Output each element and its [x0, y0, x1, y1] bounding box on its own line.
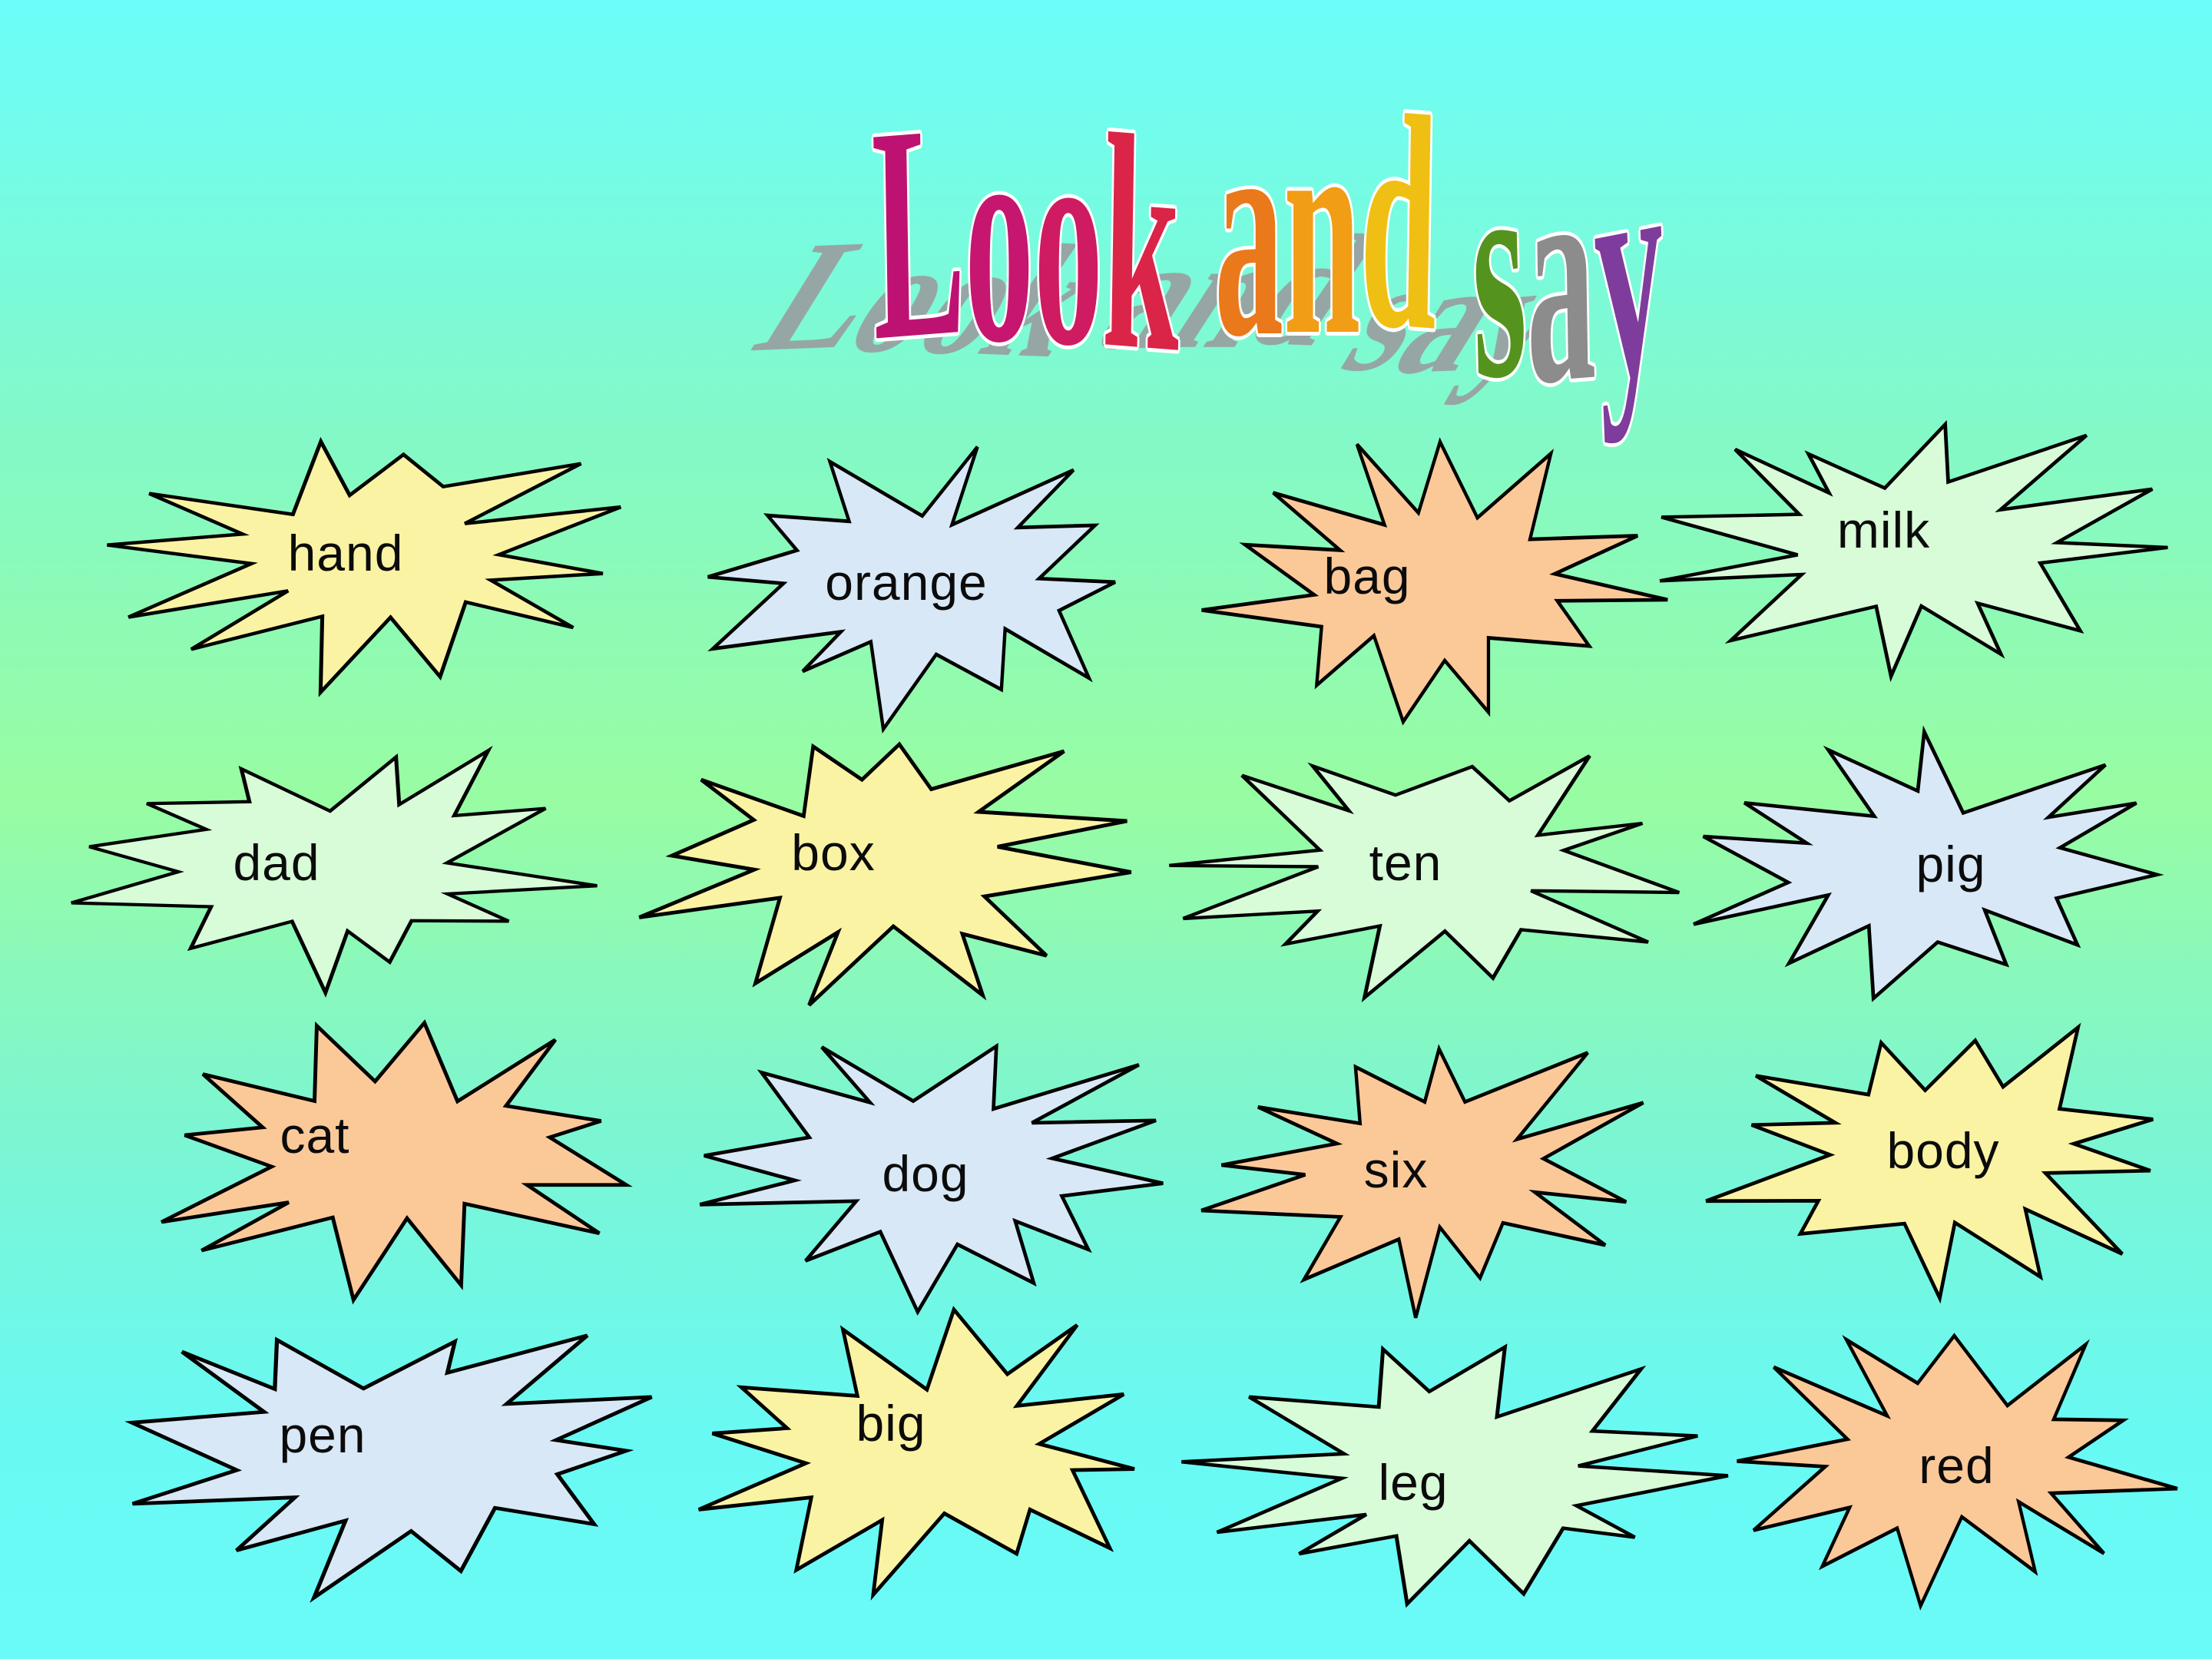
title-letter: k: [1100, 71, 1183, 417]
starburst-shape: [1181, 1343, 1729, 1608]
title-letter: n: [1283, 58, 1361, 399]
word-label: ten: [1369, 833, 1442, 891]
word-label: bag: [1323, 548, 1411, 604]
title-letter: [1437, 68, 1472, 375]
word-label: six: [1363, 1141, 1429, 1198]
starburst-shape: [1737, 1333, 2178, 1611]
word-card-pen[interactable]: pen: [96, 1298, 695, 1603]
slide-title: Look and say: [870, 49, 1671, 449]
starburst-shape: [1169, 754, 1681, 1003]
word-label: box: [791, 824, 876, 881]
word-card-body[interactable]: body: [1678, 1006, 2208, 1304]
title-letter: o: [1034, 69, 1104, 409]
title-letter: a: [1522, 103, 1598, 449]
starburst-shape: [1201, 437, 1668, 726]
starburst-shape: [1659, 419, 2168, 683]
word-card-milk[interactable]: milk: [1640, 403, 2181, 684]
title-letter: L: [869, 58, 968, 406]
word-card-big[interactable]: big: [661, 1298, 1206, 1601]
word-card-pig[interactable]: pig: [1655, 722, 2193, 1006]
word-card-box[interactable]: box: [611, 710, 1156, 1018]
word-card-bag[interactable]: bag: [1187, 426, 1678, 726]
title-letter: y: [1588, 94, 1671, 446]
word-label: hand: [287, 524, 404, 581]
title-letter: s: [1468, 98, 1530, 445]
word-label: dog: [882, 1144, 969, 1202]
word-card-red[interactable]: red: [1709, 1313, 2197, 1611]
starburst-shape: [107, 436, 622, 697]
starburst-shape: [697, 1306, 1135, 1601]
word-card-ten[interactable]: ten: [1148, 730, 1717, 1003]
word-card-hand[interactable]: hand: [92, 419, 668, 699]
word-label: cat: [280, 1106, 350, 1164]
starburst-shape: [707, 445, 1116, 734]
word-label: big: [856, 1394, 926, 1452]
word-card-orange[interactable]: orange: [676, 434, 1175, 734]
title-letter: a: [1214, 60, 1284, 400]
word-label: dad: [233, 833, 320, 891]
slide-title-group: Look and say Look and say: [568, 49, 1674, 475]
word-label: leg: [1378, 1454, 1449, 1511]
word-card-six[interactable]: six: [1179, 1022, 1682, 1319]
starburst-shape: [124, 1333, 653, 1603]
title-letter: [1180, 68, 1214, 375]
starburst-shape: [1693, 725, 2164, 1002]
starburst-shape: [161, 1019, 633, 1305]
starburst-shape: [638, 741, 1132, 1007]
word-label: red: [1919, 1436, 1995, 1494]
title-letter: d: [1357, 49, 1440, 396]
word-label: milk: [1836, 501, 1931, 558]
word-card-dog[interactable]: dog: [680, 1022, 1210, 1317]
starburst-shape: [1200, 1044, 1644, 1319]
word-label: body: [1886, 1121, 2000, 1179]
word-label: orange: [825, 553, 988, 611]
word-label: pen: [279, 1406, 366, 1463]
word-label: pig: [1916, 836, 1986, 892]
starburst-shape: [71, 746, 598, 998]
word-card-cat[interactable]: cat: [115, 1006, 676, 1305]
starburst-shape: [699, 1042, 1164, 1316]
title-letter: o: [965, 66, 1035, 406]
starburst-shape: [1705, 1022, 2154, 1304]
word-card-dad[interactable]: dad: [46, 730, 622, 998]
word-card-leg[interactable]: leg: [1171, 1329, 1740, 1613]
